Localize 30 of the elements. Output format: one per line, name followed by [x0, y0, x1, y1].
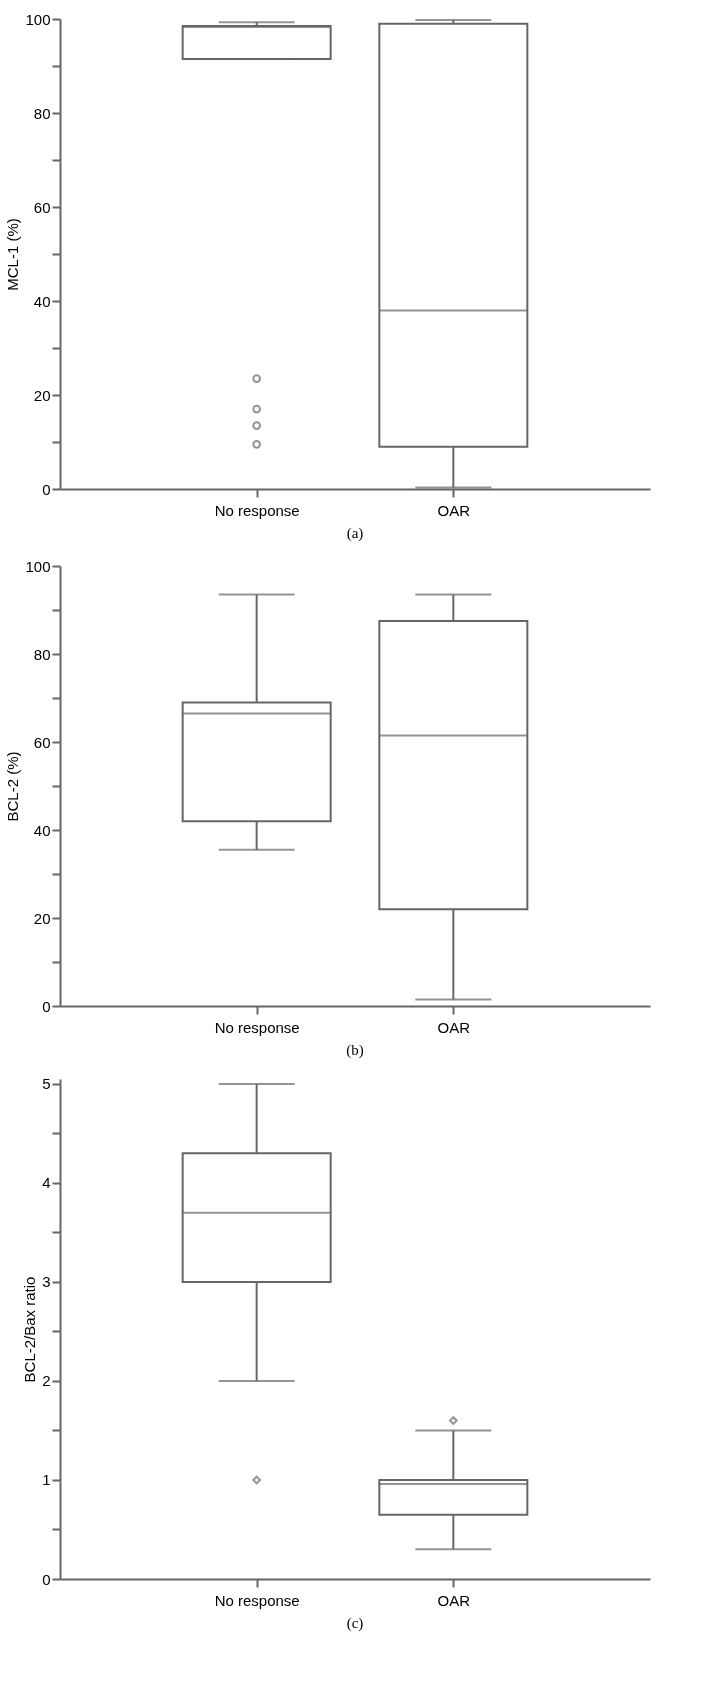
- x-tick-label: OAR: [437, 501, 471, 519]
- x-tick-label: OAR: [437, 1591, 471, 1609]
- text: (b): [346, 1042, 364, 1059]
- y-tick-label: 1: [42, 1471, 51, 1489]
- x-tick-label: No response: [214, 1018, 300, 1036]
- y-tick-label: 80: [33, 104, 51, 122]
- y-tick-label: 0: [42, 997, 51, 1015]
- y-tick-label: 5: [42, 1075, 51, 1093]
- x-tick-label: No response: [214, 1591, 300, 1609]
- y-tick-label: 40: [33, 292, 51, 310]
- y-tick-label: 60: [33, 198, 51, 216]
- text: (a): [346, 525, 364, 542]
- y-tick-label: 0: [42, 1570, 51, 1588]
- y-tick-label: 4: [42, 1174, 51, 1192]
- y-tick-label: 0: [42, 480, 51, 498]
- y-tick-label: 80: [33, 645, 51, 663]
- y-axis-title: BCL-2 (%): [4, 751, 22, 822]
- y-axis-title: BCL-2/Bax ratio: [21, 1276, 39, 1383]
- y-tick-label: 3: [42, 1273, 51, 1291]
- y-tick-label: 20: [33, 909, 51, 927]
- y-axis-title: MCL-1 (%): [4, 218, 22, 291]
- x-tick-label: No response: [214, 501, 300, 519]
- y-tick-label: 2: [42, 1372, 51, 1390]
- y-tick-label: 20: [33, 386, 51, 404]
- y-tick-label: 100: [25, 557, 51, 575]
- y-tick-label: 100: [25, 10, 51, 28]
- y-tick-label: 40: [33, 821, 51, 839]
- x-tick-label: OAR: [437, 1018, 471, 1036]
- text: (c): [346, 1615, 364, 1632]
- y-tick-label: 60: [33, 733, 51, 751]
